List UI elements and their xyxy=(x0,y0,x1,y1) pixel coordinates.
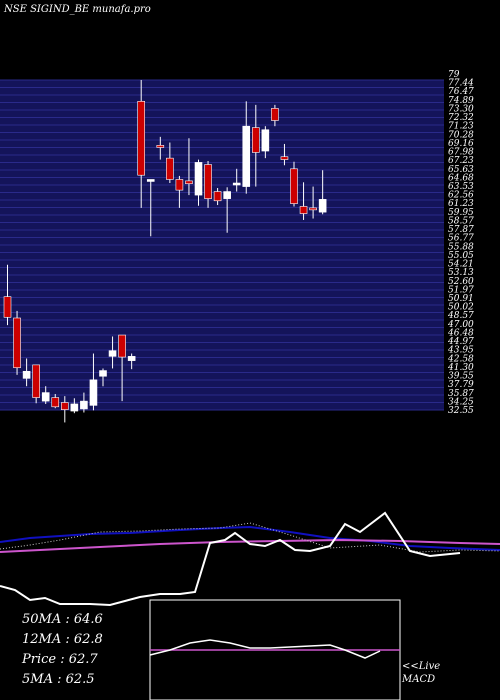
candle-body xyxy=(261,129,270,152)
candle-body xyxy=(32,364,40,398)
price-label: Price : 62.7 xyxy=(22,652,98,667)
candle-body xyxy=(41,392,50,402)
candle-body xyxy=(3,296,12,318)
y-tick-label: 50.02 xyxy=(448,303,474,313)
y-tick-label: 61.23 xyxy=(448,199,474,209)
y-tick-label: 70.28 xyxy=(448,130,474,140)
y-tick-label: 52.60 xyxy=(448,277,474,287)
y-tick-label: 37.79 xyxy=(448,380,474,390)
ma50-label: 50MA : 64.6 xyxy=(22,612,103,627)
y-tick-label: 39.55 xyxy=(448,372,474,382)
macd-line xyxy=(149,639,381,659)
macd-panel xyxy=(149,639,400,659)
candle-body xyxy=(223,191,231,199)
y-tick-label: 47.00 xyxy=(447,320,474,330)
y-tick-label: 57.87 xyxy=(448,225,474,235)
y-tick-label: 55.05 xyxy=(448,251,474,261)
candle-body xyxy=(175,179,184,191)
candle-body xyxy=(99,370,107,377)
y-tick-label: 59.95 xyxy=(448,208,474,218)
candle-body xyxy=(156,145,165,148)
candle-body xyxy=(280,156,289,160)
candle-body xyxy=(194,162,203,196)
oscillator-white-line xyxy=(0,511,461,607)
candle-body xyxy=(166,157,174,180)
candle-body xyxy=(318,199,327,213)
macd-live-label: <<Live xyxy=(402,661,441,672)
y-tick-label: 77.44 xyxy=(448,79,474,89)
y-tick-label: 73.30 xyxy=(448,104,474,114)
y-tick-label: 71.23 xyxy=(448,122,474,132)
candle-body xyxy=(89,379,98,406)
ma5-label: 5MA : 62.5 xyxy=(22,672,95,687)
candle-body xyxy=(137,101,145,176)
candle-body xyxy=(108,350,117,357)
candle-body xyxy=(271,108,279,121)
candle-body xyxy=(146,179,155,182)
y-tick-label: 32.55 xyxy=(448,406,474,416)
y-tick-label: 74.89 xyxy=(448,96,474,106)
y-tick-label: 48.57 xyxy=(447,311,474,321)
y-tick-label: 62.56 xyxy=(448,191,474,201)
candle-body xyxy=(70,403,79,412)
candle-body xyxy=(213,191,222,202)
y-axis-ticks: 7977.4476.4774.8973.3072.3271.2370.2869.… xyxy=(447,70,474,416)
y-tick-label: 79 xyxy=(448,70,460,80)
y-tick-label: 64.68 xyxy=(448,173,474,183)
y-tick-label: 65.63 xyxy=(448,165,474,175)
candle-body xyxy=(299,206,308,214)
stats-box: 50MA : 64.6 12MA : 62.8 Price : 62.7 5MA… xyxy=(22,610,103,690)
y-tick-label: 56.77 xyxy=(448,234,474,244)
candle-body xyxy=(51,397,60,408)
y-tick-label: 35.87 xyxy=(448,389,474,399)
candle-body xyxy=(22,370,31,379)
y-tick-label: 54.21 xyxy=(448,260,474,270)
candlestick-series xyxy=(3,80,327,423)
y-tick-label: 41.30 xyxy=(447,363,474,373)
candle-body xyxy=(309,207,317,211)
macd-name-label: MACD xyxy=(402,674,436,685)
chart-title: NSE SIGIND_BE munafa.pro xyxy=(4,4,151,15)
candle-body xyxy=(13,317,21,369)
candle-body xyxy=(242,125,251,187)
candle-body xyxy=(290,168,298,204)
y-tick-label: 72.32 xyxy=(448,113,474,123)
y-tick-label: 42.58 xyxy=(447,354,474,364)
y-tick-label: 67.98 xyxy=(448,148,474,158)
y-tick-label: 34.25 xyxy=(448,397,474,407)
y-tick-label: 76.47 xyxy=(448,87,474,97)
y-tick-label: 67.23 xyxy=(448,156,474,166)
candle-body xyxy=(80,400,88,410)
y-tick-label: 43.95 xyxy=(447,346,474,356)
y-tick-label: 63.53 xyxy=(448,182,474,192)
candle-body xyxy=(127,356,136,361)
y-tick-label: 46.48 xyxy=(447,328,474,338)
candle-body xyxy=(118,334,126,358)
candle-body xyxy=(185,180,193,185)
y-tick-label: 44.97 xyxy=(447,337,474,347)
y-tick-label: 50.91 xyxy=(448,294,474,304)
candle-body xyxy=(204,164,212,199)
ma12-label: 12MA : 62.8 xyxy=(22,632,103,647)
y-tick-label: 58.57 xyxy=(448,216,474,226)
candle-body xyxy=(232,182,241,186)
candle-body xyxy=(252,127,260,153)
ma-pink-line xyxy=(0,538,500,553)
y-tick-label: 69.16 xyxy=(448,139,474,149)
price-grid xyxy=(0,79,444,411)
y-tick-label: 55.88 xyxy=(448,242,474,252)
y-tick-label: 53.13 xyxy=(448,268,474,278)
y-tick-label: 51.97 xyxy=(448,285,474,295)
candle-body xyxy=(60,402,69,410)
ma-blue-line xyxy=(0,525,500,551)
macd-label: <<Live MACD xyxy=(402,660,440,686)
indicator-panel xyxy=(0,511,500,607)
